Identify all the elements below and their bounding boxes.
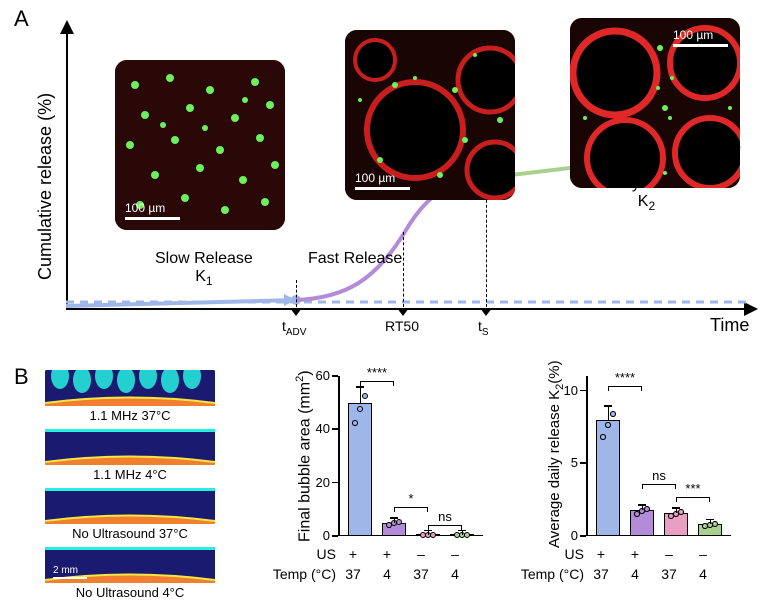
chart1-ylabel: Final bubble area (mm2)	[294, 362, 314, 542]
y-axis-label: Cumulative release (%)	[35, 93, 56, 280]
ultrasound-image-2	[45, 488, 215, 524]
ultrasound-label-3: No Ultrasound 4°C	[45, 585, 215, 600]
chart-daily-release: Average daily release K2(%) 0510****ns**…	[552, 370, 747, 600]
panel-a-label: A	[14, 6, 29, 32]
ultrasound-label-0: 1.1 MHz 37°C	[45, 408, 215, 423]
ultrasound-image-0	[45, 370, 215, 406]
rt50-drop	[403, 232, 404, 312]
ts-label: tS	[478, 318, 489, 338]
micrograph-slow: 100 µm	[115, 60, 285, 230]
panel-b-label: B	[14, 364, 29, 390]
scalebar-3: 100 µm	[673, 28, 728, 47]
ultrasound-image-1	[45, 429, 215, 465]
x-axis-label: Time	[710, 315, 749, 336]
rt50-label: RT50	[385, 318, 419, 334]
chart-bubble-area: Final bubble area (mm2) 0204060*****ns U…	[300, 370, 490, 600]
micrograph-steady: 100 µm	[570, 18, 740, 188]
slow-release-label: Slow Release K1	[155, 250, 253, 288]
ultrasound-stack: 1.1 MHz 37°C 1.1 MHz 4°C No Ultrasound 3…	[45, 370, 215, 606]
fast-release-label: Fast Release	[308, 250, 402, 268]
tadv-arrow	[290, 308, 302, 316]
scalebar-2: 100 µm	[355, 171, 410, 190]
rt50-arrow	[397, 308, 409, 316]
ts-arrow	[480, 308, 492, 316]
micrograph-fast: 100 µm	[345, 30, 515, 200]
ultrasound-label-1: 1.1 MHz 4°C	[45, 467, 215, 482]
scalebar-1: 100 µm	[125, 201, 180, 220]
ultrasound-image-3: 2 mm	[45, 547, 215, 583]
ultrasound-label-2: No Ultrasound 37°C	[45, 526, 215, 541]
tadv-label: tADV	[282, 318, 306, 338]
